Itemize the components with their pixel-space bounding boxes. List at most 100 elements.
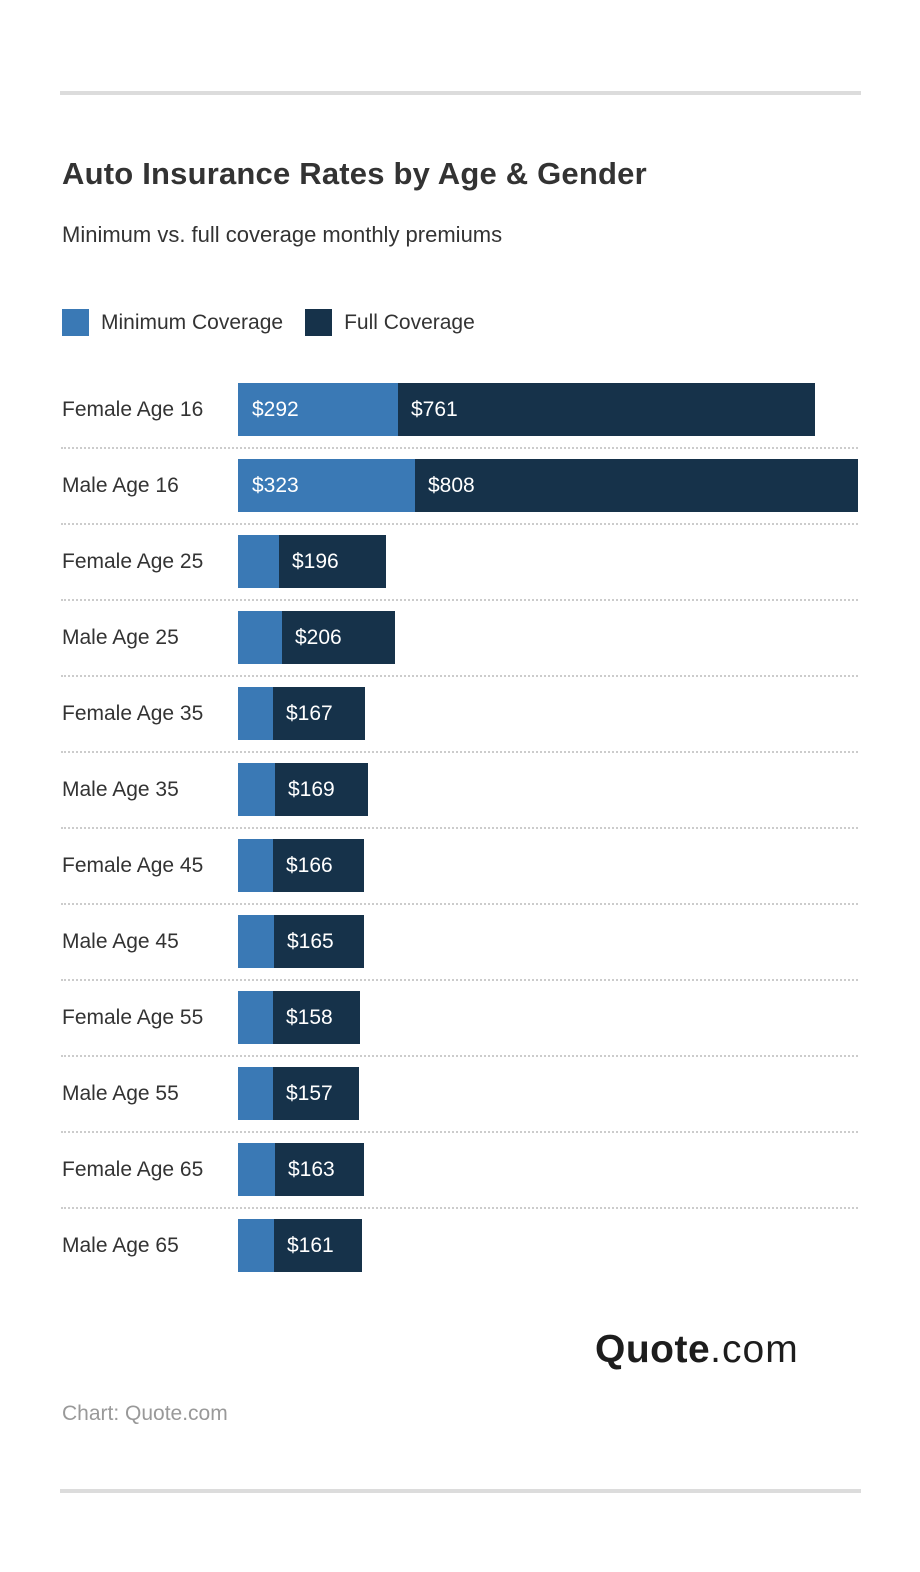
bar-group: $157 xyxy=(238,1067,359,1120)
full-coverage-value-label: $206 xyxy=(295,625,342,649)
row-separator xyxy=(61,447,858,449)
category-label: Female Age 55 xyxy=(62,1006,204,1029)
minimum-coverage-value-label: $292 xyxy=(252,397,299,421)
full-coverage-bar-segment: $165 xyxy=(274,915,364,968)
full-coverage-bar-segment: $166 xyxy=(273,839,364,892)
minimum-coverage-bar-segment xyxy=(238,687,273,740)
legend-label-full-coverage: Full Coverage xyxy=(344,310,475,334)
chart-row: Male Age 16 $323 $808 xyxy=(0,459,920,535)
legend: Minimum Coverage Full Coverage xyxy=(62,309,475,336)
category-label: Female Age 16 xyxy=(62,398,204,421)
full-coverage-value-label: $169 xyxy=(288,777,335,801)
chart-row: Male Age 65 $161 xyxy=(0,1219,920,1295)
bar-group: $167 xyxy=(238,687,365,740)
category-label: Male Age 65 xyxy=(62,1234,179,1257)
row-separator xyxy=(61,675,858,677)
minimum-coverage-bar-segment xyxy=(238,1143,275,1196)
full-coverage-value-label: $808 xyxy=(428,473,475,497)
full-coverage-bar-segment: $808 xyxy=(415,459,858,512)
full-coverage-value-label: $166 xyxy=(286,853,333,877)
full-coverage-value-label: $761 xyxy=(411,397,458,421)
full-coverage-value-label: $163 xyxy=(288,1157,335,1181)
category-label: Male Age 35 xyxy=(62,778,179,801)
minimum-coverage-bar-segment xyxy=(238,763,275,816)
bar-group: $158 xyxy=(238,991,360,1044)
bar-group: $292 $761 xyxy=(238,383,815,436)
bar-group: $165 xyxy=(238,915,364,968)
full-coverage-value-label: $196 xyxy=(292,549,339,573)
category-label: Female Age 25 xyxy=(62,550,204,573)
row-separator xyxy=(61,1207,858,1209)
chart-row: Female Age 25 $196 xyxy=(0,535,920,611)
bar-chart: Female Age 16 $292 $761 Male Age 16 $323 $808… xyxy=(0,383,920,1325)
full-coverage-bar-segment: $158 xyxy=(273,991,360,1044)
minimum-coverage-bar-segment xyxy=(238,915,274,968)
chart-row: Male Age 25 $206 xyxy=(0,611,920,687)
category-label: Female Age 45 xyxy=(62,854,204,877)
full-coverage-bar-segment: $157 xyxy=(273,1067,359,1120)
bar-group: $169 xyxy=(238,763,368,816)
chart-row: Female Age 35 $167 xyxy=(0,687,920,763)
full-coverage-bar-segment: $161 xyxy=(274,1219,362,1272)
chart-title: Auto Insurance Rates by Age & Gender xyxy=(62,156,647,191)
bar-group: $206 xyxy=(238,611,395,664)
chart-row: Female Age 45 $166 xyxy=(0,839,920,915)
full-coverage-value-label: $158 xyxy=(286,1005,333,1029)
top-divider xyxy=(60,91,861,95)
bar-group: $323 $808 xyxy=(238,459,858,512)
chart-row: Male Age 35 $169 xyxy=(0,763,920,839)
minimum-coverage-bar-segment xyxy=(238,1067,273,1120)
legend-item-full-coverage: Full Coverage xyxy=(305,309,475,336)
chart-row: Male Age 45 $165 xyxy=(0,915,920,991)
full-coverage-swatch-icon xyxy=(305,309,333,336)
chart-row: Female Age 55 $158 xyxy=(0,991,920,1067)
logo-bold-text: Quote xyxy=(595,1328,711,1371)
full-coverage-bar-segment: $761 xyxy=(398,383,815,436)
row-separator xyxy=(61,523,858,525)
category-label: Male Age 55 xyxy=(62,1082,179,1105)
minimum-coverage-value-label: $323 xyxy=(252,473,299,497)
full-coverage-value-label: $167 xyxy=(286,701,333,725)
row-separator xyxy=(61,827,858,829)
minimum-coverage-swatch-icon xyxy=(62,309,89,336)
legend-label-minimum-coverage: Minimum Coverage xyxy=(101,310,284,334)
row-separator xyxy=(61,599,858,601)
row-separator xyxy=(61,751,858,753)
quote-logo: Quote.com xyxy=(595,1328,799,1372)
minimum-coverage-bar-segment xyxy=(238,1219,274,1272)
row-separator xyxy=(61,1055,858,1057)
minimum-coverage-bar-segment: $323 xyxy=(238,459,415,512)
legend-item-minimum-coverage: Minimum Coverage xyxy=(62,309,283,336)
logo-light-text: .com xyxy=(710,1328,799,1371)
category-label: Male Age 16 xyxy=(62,474,179,497)
minimum-coverage-bar-segment: $292 xyxy=(238,383,398,436)
full-coverage-bar-segment: $169 xyxy=(275,763,368,816)
bar-group: $161 xyxy=(238,1219,362,1272)
row-separator xyxy=(61,979,858,981)
full-coverage-value-label: $165 xyxy=(287,929,334,953)
chart-subtitle: Minimum vs. full coverage monthly premiu… xyxy=(62,222,503,247)
bar-group: $166 xyxy=(238,839,364,892)
full-coverage-value-label: $157 xyxy=(286,1081,333,1105)
chart-row: Female Age 16 $292 $761 xyxy=(0,383,920,459)
bottom-divider xyxy=(60,1489,861,1493)
minimum-coverage-bar-segment xyxy=(238,611,282,664)
category-label: Male Age 25 xyxy=(62,626,179,649)
category-label: Male Age 45 xyxy=(62,930,179,953)
chart-row: Male Age 55 $157 xyxy=(0,1067,920,1143)
bar-group: $196 xyxy=(238,535,386,588)
row-separator xyxy=(61,1131,858,1133)
full-coverage-bar-segment: $206 xyxy=(282,611,395,664)
category-label: Female Age 35 xyxy=(62,702,204,725)
chart-row: Female Age 65 $163 xyxy=(0,1143,920,1219)
bar-group: $163 xyxy=(238,1143,364,1196)
minimum-coverage-bar-segment xyxy=(238,839,273,892)
chart-credit: Chart: Quote.com xyxy=(62,1402,228,1425)
full-coverage-value-label: $161 xyxy=(287,1233,334,1257)
minimum-coverage-bar-segment xyxy=(238,535,279,588)
full-coverage-bar-segment: $163 xyxy=(275,1143,364,1196)
full-coverage-bar-segment: $196 xyxy=(279,535,386,588)
full-coverage-bar-segment: $167 xyxy=(273,687,365,740)
row-separator xyxy=(61,903,858,905)
